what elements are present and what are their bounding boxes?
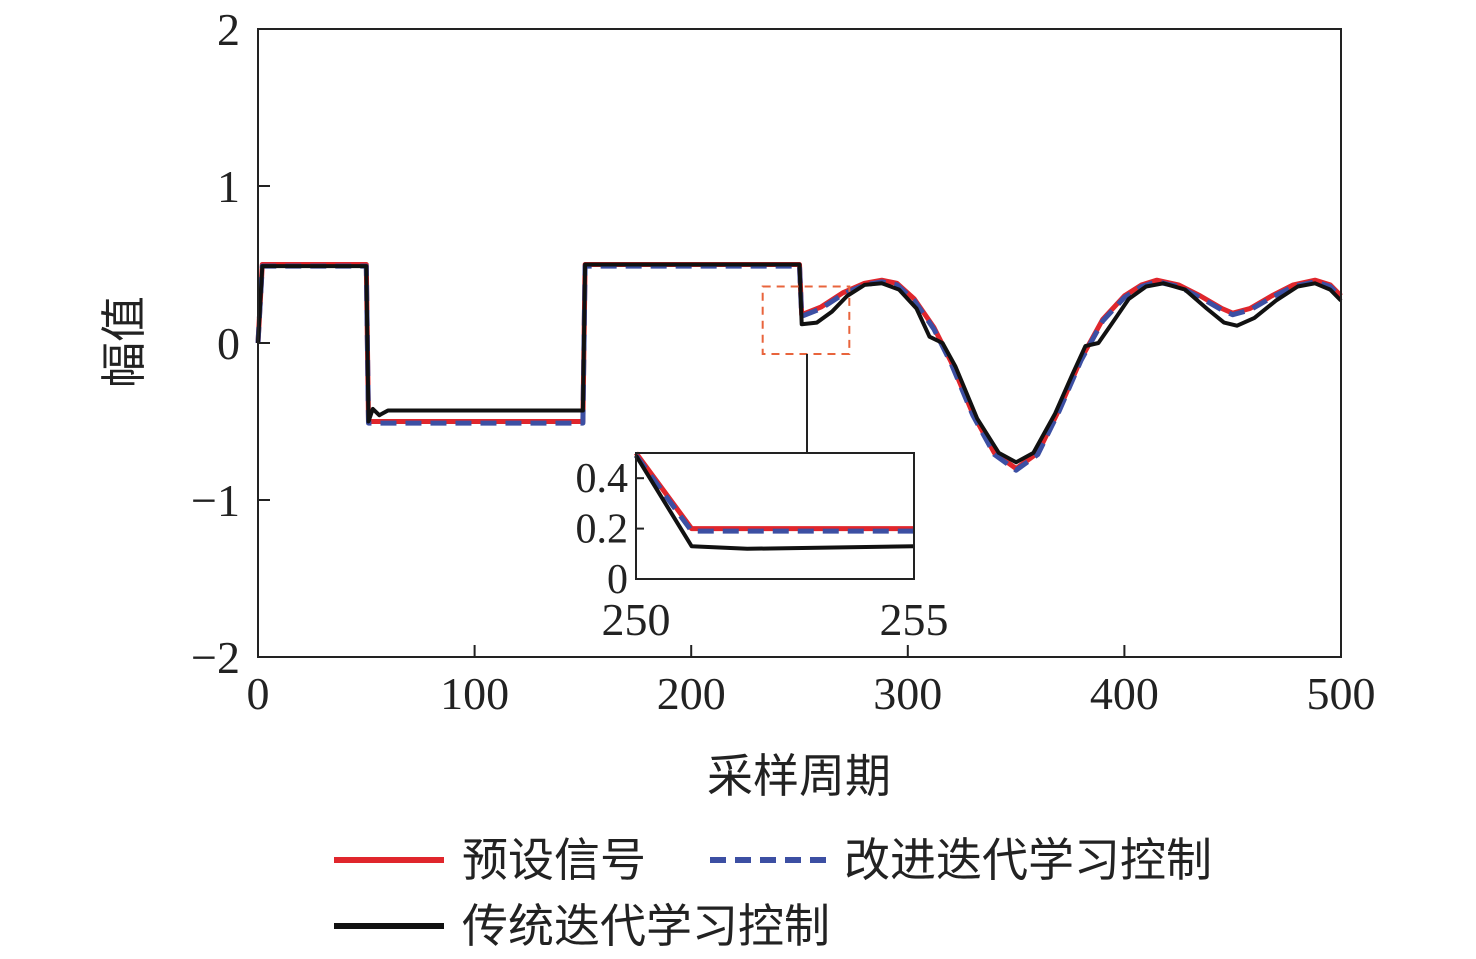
y-tick-label: −1 (191, 475, 240, 526)
inset-series-line-3 (634, 454, 915, 551)
inset-plot-frame (635, 452, 915, 580)
inset-x-tick-label: 250 (602, 594, 671, 645)
y-tick-label: 2 (217, 4, 240, 55)
inset-y-tick-label: 0.2 (576, 507, 629, 553)
y-tick-label: −2 (191, 632, 240, 683)
x-tick-label: 300 (873, 668, 942, 719)
x-axis-label: 采样周期 (707, 751, 891, 802)
x-tick-label: 500 (1307, 668, 1376, 719)
legend-label-2: 改进迭代学习控制 (844, 835, 1212, 886)
x-tick-label: 0 (247, 668, 270, 719)
legend-label-3: 传统迭代学习控制 (462, 901, 830, 952)
inset-axis-ticks: 00.2 0.4 250 255 (576, 456, 949, 645)
y-tick-label: 1 (217, 161, 240, 212)
x-tick-label: 200 (657, 668, 726, 719)
y-tick-label: 0 (217, 318, 240, 369)
x-tick-label: 400 (1090, 668, 1159, 719)
inset-y-tick-label: 0.4 (576, 456, 629, 502)
series-line-3 (256, 262, 1343, 465)
zoom-region-box (761, 285, 851, 355)
main-axis-ticks: 0 100 200 300 400 500 2 1 0 −1 −2 (191, 4, 1375, 719)
main-plot-series (255, 262, 1343, 473)
inset-series-line-2 (633, 454, 914, 534)
inset-x-tick-label: 255 (880, 594, 949, 645)
inset-plot-series (633, 451, 915, 551)
inset-y-tick-label: 0 (607, 557, 628, 603)
legend-label-1: 预设信号 (462, 835, 646, 886)
inset-background (636, 453, 914, 579)
y-axis-label: 幅值 (99, 296, 150, 388)
x-tick-label: 100 (440, 668, 509, 719)
